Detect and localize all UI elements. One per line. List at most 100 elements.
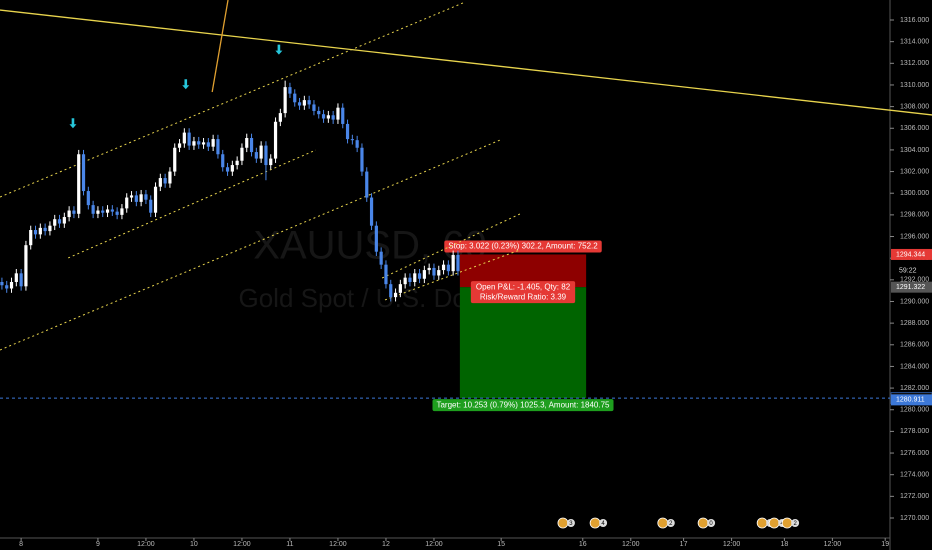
candle-body — [53, 219, 57, 226]
event-icon — [756, 517, 768, 529]
y-tick-label: 1314.000 — [900, 39, 929, 46]
candle-body — [235, 160, 239, 166]
candle-body — [173, 147, 177, 172]
candle-body — [413, 273, 417, 282]
candle-body — [182, 132, 186, 144]
candle-body — [355, 140, 359, 148]
ratio-label: Risk/Reward Ratio: 3.39 — [480, 292, 567, 301]
y-tick-label: 1310.000 — [900, 82, 929, 89]
event-icon — [768, 517, 780, 529]
candle-body — [264, 145, 268, 166]
candle-body — [86, 191, 90, 206]
event-badge — [707, 519, 716, 527]
candle-body — [360, 147, 364, 172]
event-count: 2 — [669, 521, 673, 527]
trend-line — [0, 9, 932, 116]
y-tick-label: 1296.000 — [900, 233, 929, 240]
y-tick-label: 1300.000 — [900, 190, 929, 197]
trend-line — [381, 213, 521, 279]
event-badge — [599, 519, 608, 527]
target-label: Target: 10.253 (0.79%) 1025.3, Amount: 1… — [436, 400, 610, 409]
y-tick-label: 1306.000 — [900, 125, 929, 132]
y-tick-label: 1316.000 — [900, 17, 929, 24]
candle-body — [77, 154, 81, 214]
event-count: 0 — [709, 521, 713, 527]
trend-line — [0, 139, 501, 351]
candle-body — [43, 227, 47, 232]
candle-body — [168, 171, 172, 184]
event-icon — [657, 517, 669, 529]
y-tick-label: 1274.000 — [900, 472, 929, 479]
y-tick-label: 1312.000 — [900, 60, 929, 67]
pnl-box — [470, 281, 576, 304]
candle-body — [288, 87, 292, 94]
price-tag-label: 1280.911 — [896, 397, 925, 404]
candle-body — [336, 107, 340, 120]
x-tick-label: 12:00 — [137, 541, 155, 548]
candle-body — [163, 178, 167, 184]
event-count: 3 — [569, 521, 573, 527]
candle-body — [245, 138, 249, 148]
y-tick-label: 1304.000 — [900, 147, 929, 154]
candle-body — [273, 121, 278, 159]
x-tick-label: 9 — [96, 541, 100, 548]
y-tick-label: 1298.000 — [900, 212, 929, 219]
y-tick-label: 1270.000 — [900, 515, 929, 522]
y-tick-label: 1276.000 — [900, 450, 929, 457]
candle-body — [437, 270, 441, 276]
candle-body — [197, 141, 201, 145]
y-tick-label: 1280.000 — [900, 407, 929, 414]
signal-arrow — [182, 79, 190, 90]
candle-body — [96, 210, 100, 214]
trend-line — [384, 249, 521, 301]
candle-body — [158, 178, 162, 187]
watermark-name: Gold Spot / U.S. Dollar — [239, 283, 502, 313]
candle-body — [153, 186, 158, 213]
x-tick-label: 8 — [19, 541, 23, 548]
candle-body — [417, 273, 422, 279]
x-tick-label: 17 — [680, 541, 688, 548]
trend-line — [211, 0, 229, 93]
candle-body — [139, 194, 143, 202]
candle-body — [144, 194, 148, 200]
candle-body — [125, 197, 129, 209]
candle-body — [369, 197, 374, 226]
x-tick-label: 12:00 — [425, 541, 443, 548]
candle-body — [72, 210, 76, 214]
y-tick-label: 1292.000 — [900, 277, 929, 284]
price-tag-label: 1294.344 — [896, 251, 925, 258]
candle-body — [216, 139, 220, 155]
candle-body — [24, 245, 28, 287]
candle-body — [187, 132, 191, 146]
candle-body — [91, 205, 95, 214]
reward-zone — [459, 287, 587, 399]
x-tick-label: 10 — [190, 541, 198, 548]
candle-body — [312, 104, 316, 111]
candle-body — [441, 264, 446, 271]
candle-body — [14, 273, 18, 282]
candle-body — [81, 154, 86, 192]
candle-body — [451, 254, 455, 272]
candle-body — [317, 110, 321, 115]
y-tick-label: 1288.000 — [900, 320, 929, 327]
countdown: 59:22 — [899, 267, 917, 274]
candle-body — [110, 209, 114, 212]
candle-body — [192, 141, 196, 146]
y-tick-label: 1290.000 — [900, 298, 929, 305]
candle-body — [120, 208, 124, 215]
candle-body — [293, 93, 297, 103]
stop-label: Stop: 3.022 (0.23%) 302.2, Amount: 752.2 — [448, 242, 598, 251]
x-tick-label: 16 — [579, 541, 587, 548]
price-tag-label: 1291.322 — [896, 284, 925, 291]
candle-body — [350, 139, 354, 141]
candle-body — [278, 113, 282, 122]
candle-body — [331, 115, 335, 120]
y-tick-label: 1282.000 — [900, 385, 929, 392]
candle-body — [307, 100, 311, 105]
trend-line — [0, 1, 466, 198]
candle-body — [5, 285, 9, 289]
event-count: 4 — [601, 521, 605, 527]
candle-body — [365, 171, 369, 198]
event-badge — [666, 519, 675, 527]
candle-body — [384, 264, 388, 285]
